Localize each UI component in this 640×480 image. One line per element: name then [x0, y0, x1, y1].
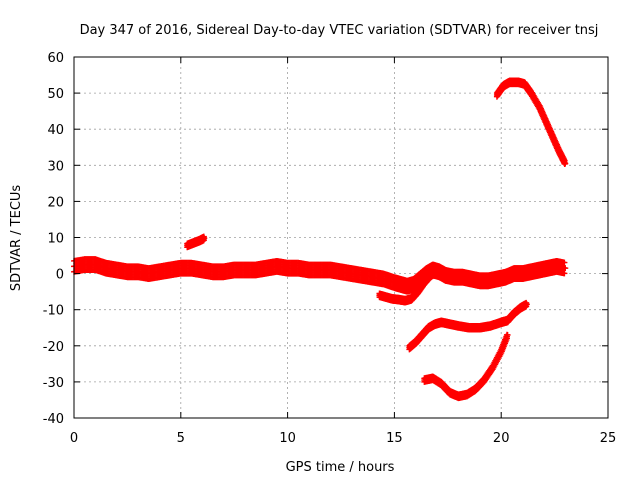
- data-point: [201, 235, 208, 242]
- y-tick-label: 60: [47, 51, 64, 66]
- y-tick-label: 20: [47, 195, 64, 210]
- y-tick-label: -10: [43, 304, 64, 319]
- tick-layer: 0 5 10 15 20 25 -40 -30 -20 -10 0 10 20 30 40 50 60: [43, 51, 617, 446]
- data-point: [523, 301, 530, 308]
- x-tick-label: 0: [70, 431, 78, 446]
- y-tick-label: -30: [43, 376, 64, 391]
- series-middle-curve-minus15: [406, 299, 530, 353]
- x-tick-label: 5: [177, 431, 185, 446]
- y-tick-label: 30: [47, 159, 64, 174]
- data-layer: [71, 77, 569, 402]
- chart-title: Day 347 of 2016, Sidereal Day-to-day VTE…: [80, 23, 599, 38]
- series-bottom-curve-minus30: [421, 331, 511, 402]
- x-axis-label: GPS time / hours: [286, 460, 395, 475]
- y-tick-label: -20: [43, 340, 64, 355]
- x-tick-label: 10: [279, 431, 296, 446]
- data-point: [504, 331, 511, 338]
- data-point: [561, 270, 568, 277]
- data-point: [562, 265, 569, 272]
- data-point: [562, 160, 569, 167]
- x-tick-label: 25: [600, 431, 617, 446]
- y-axis-label: SDTVAR / TECUs: [9, 185, 24, 292]
- series-main-band: [71, 256, 569, 295]
- y-tick-label: -40: [43, 412, 64, 427]
- y-tick-label: 10: [47, 232, 64, 247]
- series-lower-branch-15h: [376, 267, 441, 306]
- x-tick-label: 15: [386, 431, 403, 446]
- series-segment-6h: [184, 233, 208, 251]
- x-tick-label: 20: [493, 431, 510, 446]
- data-point: [561, 259, 568, 266]
- y-tick-label: 50: [47, 87, 64, 102]
- y-tick-label: 0: [56, 268, 64, 283]
- series-upper-arc-21h: [493, 77, 569, 168]
- data-point: [434, 268, 441, 275]
- y-tick-label: 40: [47, 123, 64, 138]
